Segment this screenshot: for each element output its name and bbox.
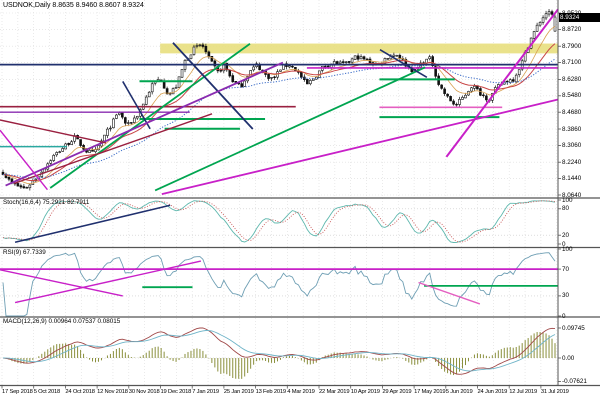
- macd-tick: 0.09745: [562, 324, 585, 332]
- date-tick: 12 Jul 2019: [509, 389, 537, 395]
- price-tick: 8.0640: [562, 191, 582, 199]
- rsi-tick: 100: [562, 245, 573, 253]
- stoch-tick: 0: [562, 240, 566, 248]
- date-tick: 25 Jan 2019: [223, 389, 254, 395]
- date-tick: 29 Apr 2019: [382, 389, 412, 395]
- current-price-tag: 8.9324: [559, 12, 600, 22]
- rsi-line: [2, 252, 556, 317]
- macd-tick: -0.07621: [562, 377, 587, 385]
- date-tick: 12 Nov 2018: [97, 389, 128, 395]
- macd-histogram: [5, 332, 556, 379]
- trendline-maroon: [0, 119, 107, 144]
- price-tick: 8.7900: [562, 42, 582, 50]
- price-tick: 8.2240: [562, 158, 582, 166]
- trendline-navy: [122, 81, 151, 130]
- macd-panel-label: MACD(12,26,9) 0.00964 0.07537 0.08015: [3, 318, 121, 325]
- date-tick: 7 Jan 2019: [192, 389, 219, 395]
- date-tick: 30 Nov 2018: [128, 389, 160, 395]
- trendline-magenta: [0, 129, 48, 191]
- price-tick: 8.7100: [562, 59, 582, 67]
- chart-title: USDNOK,Daily 8.8635 8.9460 8.8607 8.9324: [3, 2, 144, 9]
- price-tick: 8.8720: [562, 25, 582, 33]
- stoch-panel-label: Stoch(16,6,4) 75.2921 82.7911: [3, 199, 90, 206]
- stoch-main-line: [2, 200, 556, 243]
- stoch-signal-line: [2, 200, 556, 243]
- date-tick: 10 Apr 2019: [350, 389, 380, 395]
- trendline-magenta: [445, 8, 559, 158]
- ma-slow: [2, 58, 556, 179]
- trendline-navy: [172, 42, 254, 130]
- date-tick: 4 Mar 2019: [287, 389, 315, 395]
- date-tick: 13 Feb 2019: [255, 389, 287, 395]
- price-tick: 8.5480: [562, 92, 582, 100]
- trendline-green: [49, 43, 251, 189]
- price-tick: 8.6280: [562, 75, 582, 83]
- date-tick: 24 Oct 2018: [65, 389, 95, 395]
- date-tick: 17 Sep 2018: [2, 389, 33, 395]
- trendlines: [0, 8, 559, 196]
- trendline-magenta: [161, 98, 559, 196]
- rsi-annotation: [0, 269, 123, 297]
- date-tick: 17 May 2019: [414, 389, 446, 395]
- macd-tick: 0.00: [562, 354, 575, 362]
- stoch-trendline: [14, 204, 171, 244]
- price-tick: 8.4680: [562, 108, 582, 116]
- date-tick: 24 Jun 2019: [477, 389, 508, 395]
- price-tick: 8.3060: [562, 141, 582, 149]
- date-tick: 5 Oct 2018: [33, 389, 61, 395]
- date-tick: 5 Jun 2019: [445, 389, 473, 395]
- highlight-band: [160, 43, 558, 54]
- stoch-tick: 80: [562, 205, 570, 213]
- price-tick: 8.1440: [562, 175, 582, 183]
- rsi-annotation: [418, 281, 481, 305]
- grid: [0, 0, 558, 385]
- macd-main-line: [2, 327, 556, 375]
- rsi-tick: 0: [562, 312, 566, 320]
- macd-signal-line: [2, 330, 556, 372]
- price-tick: 8.3860: [562, 125, 582, 133]
- rsi-tick: 70: [562, 265, 570, 273]
- rsi-panel-label: RSI(9) 67.7339: [3, 249, 46, 256]
- trendline-purple: [5, 61, 284, 187]
- date-tick: 31 Jul 2019: [540, 389, 569, 395]
- stoch-tick: 100: [562, 196, 573, 204]
- trendline-navy: [379, 48, 428, 79]
- trendline-maroon: [13, 113, 213, 185]
- rsi-annotation: [14, 260, 202, 304]
- rsi-tick: 30: [562, 292, 570, 300]
- date-tick: 19 Dec 2018: [160, 389, 192, 395]
- trendline-green: [154, 66, 426, 192]
- date-tick: 22 Mar 2019: [319, 389, 350, 395]
- stoch-tick: 20: [562, 231, 570, 239]
